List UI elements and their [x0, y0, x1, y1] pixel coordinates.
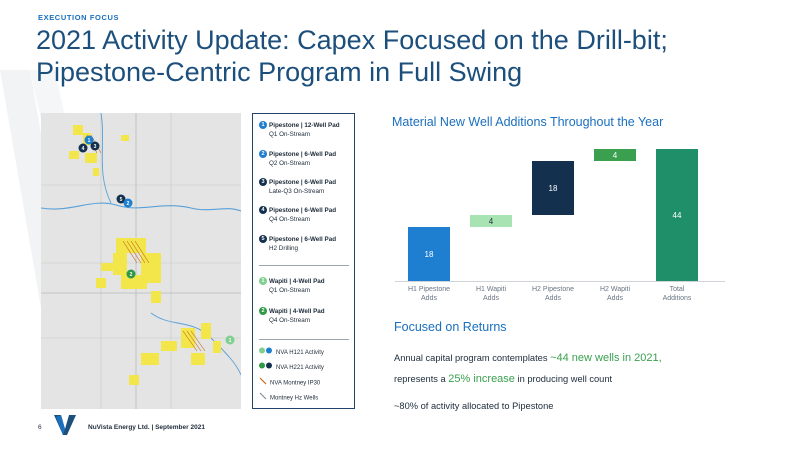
h121-activity-icon — [259, 347, 273, 358]
legend-key-item: NVA H121 Activity — [259, 347, 324, 358]
legend-pad-item: 2 Wapiti | 4-Well Pad Q4 On-Stream — [259, 307, 354, 325]
legend-pad-title: 5 Pipestone | 6-Well Pad — [259, 235, 354, 244]
legend-divider — [259, 265, 349, 266]
legend-pad-label: Wapiti | 4-Well Pad — [269, 308, 325, 315]
category-label: H1 Pipestone — [408, 286, 450, 293]
legend-pad-timing: Q2 On-Stream — [269, 160, 310, 167]
returns-line-2-text-a: represents a — [394, 374, 449, 384]
returns-highlight-wells: ~44 new wells in 2021, — [550, 352, 662, 364]
legend-pad-item: 4 Pipestone | 6-Well Pad Q4 On-Stream — [259, 206, 354, 224]
page-title: 2021 Activity Update: Capex Focused on t… — [36, 24, 756, 88]
chart-title: Material New Well Additions Throughout t… — [392, 115, 664, 129]
returns-title: Focused on Returns — [394, 320, 507, 334]
legend-pad-timing: Q4 On-Stream — [269, 216, 310, 223]
bar — [408, 227, 450, 281]
legend-key-item: NVA H221 Activity — [259, 362, 324, 373]
title-line-1: 2021 Activity Update: Capex Focused on t… — [36, 25, 668, 55]
pad-number-badge: 4 — [259, 206, 267, 215]
svg-text:1: 1 — [88, 138, 91, 144]
map-graphic: 1 3 4 5 2 2 1 — [41, 113, 241, 409]
pad-number-badge: 2 — [259, 307, 267, 316]
pad-number-badge: 3 — [259, 178, 267, 187]
pad-number-badge: 1 — [259, 277, 267, 286]
legend-pad-item: 2 Pipestone | 6-Well Pad Q2 On-Stream — [259, 150, 354, 168]
category-label: Additions — [663, 295, 692, 302]
returns-highlight-increase: 25% increase — [448, 373, 515, 385]
legend-pad-title: 2 Pipestone | 6-Well Pad — [259, 150, 354, 159]
legend-pad-timing: Q1 On-Stream — [269, 131, 310, 138]
returns-line-3: ~80% of activity allocated to Pipestone — [394, 401, 554, 411]
h221-activity-icon — [259, 362, 273, 373]
svg-text:1: 1 — [229, 338, 232, 344]
legend-pad-item: 3 Pipestone | 6-Well Pad Late-Q3 On-Stream — [259, 178, 354, 196]
legend-pad-timing: Late-Q3 On-Stream — [269, 188, 325, 195]
bar — [656, 149, 698, 281]
returns-line-2-text-b: in producing well count — [514, 374, 613, 384]
section-eyebrow: EXECUTION FOCUS — [38, 13, 120, 22]
bar — [470, 215, 512, 227]
legend-pad-timing: Q4 On-Stream — [269, 317, 310, 324]
montney-ip30-icon — [259, 377, 267, 389]
category-label: Adds — [545, 295, 561, 302]
svg-text:2: 2 — [130, 272, 133, 278]
data-label: 18 — [549, 184, 558, 193]
pad-number-badge: 1 — [259, 121, 267, 130]
category-label: Adds — [483, 295, 499, 302]
legend-pad-item: 1 Wapiti | 4-Well Pad Q1 On-Stream — [259, 277, 354, 295]
bar — [594, 149, 636, 161]
waterfall-chart: 18 H1 Pipestone Adds 4 H1 Wapiti Adds 18 H2 Pip… — [395, 149, 725, 302]
category-label: Total — [670, 286, 685, 293]
legend-pad-title: 3 Pipestone | 6-Well Pad — [259, 178, 354, 187]
category-label: H2 Wapiti — [600, 286, 631, 293]
data-label: 44 — [673, 211, 682, 220]
legend-key-item: NVA Montney IP30 — [259, 377, 320, 389]
legend-pad-label: Pipestone | 6-Well Pad — [269, 236, 337, 243]
svg-text:5: 5 — [120, 197, 123, 203]
returns-line-2: represents a 25% increase in producing w… — [394, 373, 612, 385]
legend-pad-label: Pipestone | 6-Well Pad — [269, 207, 337, 214]
legend-key-label: Montney Hz Wells — [270, 395, 319, 402]
category-label: Adds — [421, 295, 437, 302]
activity-map: 1 3 4 5 2 2 1 — [41, 113, 241, 409]
data-label: 4 — [613, 151, 618, 160]
category-label: H1 Wapiti — [476, 286, 507, 293]
legend-pad-label: Pipestone | 6-Well Pad — [269, 179, 337, 186]
legend-pad-item: 1 Pipestone | 12-Well Pad Q1 On-Stream — [259, 121, 354, 139]
legend-key-label: NVA H121 Activity — [276, 350, 324, 357]
map-legend: 1 Pipestone | 12-Well Pad Q1 On-Stream 2 Pip… — [252, 113, 355, 409]
data-label: 18 — [425, 250, 434, 259]
legend-pad-label: Wapiti | 4-Well Pad — [269, 278, 325, 285]
legend-pad-title: 1 Pipestone | 12-Well Pad — [259, 121, 354, 130]
footer-company: NuVista Energy Ltd. | September 2021 — [88, 424, 205, 431]
data-label: 4 — [489, 217, 494, 226]
bar — [532, 161, 574, 215]
svg-text:2: 2 — [127, 201, 130, 207]
pad-number-badge: 2 — [259, 150, 267, 159]
legend-key-label: NVA Montney IP30 — [270, 380, 321, 387]
svg-text:4: 4 — [82, 146, 85, 152]
legend-divider — [259, 339, 349, 340]
legend-key-item: Montney Hz Wells — [259, 392, 318, 404]
returns-line-1-text: Annual capital program contemplates — [394, 353, 551, 363]
legend-pad-timing: H2 Drilling — [269, 245, 299, 252]
legend-key-label: NVA H221 Activity — [276, 365, 324, 372]
legend-pad-label: Pipestone | 6-Well Pad — [269, 151, 337, 158]
nuvista-logo — [54, 415, 76, 435]
hz-well-icon — [259, 392, 267, 404]
legend-pad-item: 5 Pipestone | 6-Well Pad H2 Drilling — [259, 235, 354, 253]
page-number: 6 — [38, 424, 42, 431]
legend-pad-timing: Q1 On-Stream — [269, 287, 310, 294]
returns-line-1: Annual capital program contemplates ~44 … — [394, 352, 662, 364]
category-label: H2 Pipestone — [532, 286, 574, 293]
legend-pad-title: 1 Wapiti | 4-Well Pad — [259, 277, 354, 286]
title-line-2: Pipestone-Centric Program in Full Swing — [36, 57, 523, 87]
legend-pad-title: 2 Wapiti | 4-Well Pad — [259, 307, 354, 316]
legend-pad-label: Pipestone | 12-Well Pad — [269, 122, 340, 129]
pad-number-badge: 5 — [259, 235, 267, 244]
svg-text:3: 3 — [94, 144, 97, 150]
category-label: Adds — [607, 295, 623, 302]
legend-pad-title: 4 Pipestone | 6-Well Pad — [259, 206, 354, 215]
